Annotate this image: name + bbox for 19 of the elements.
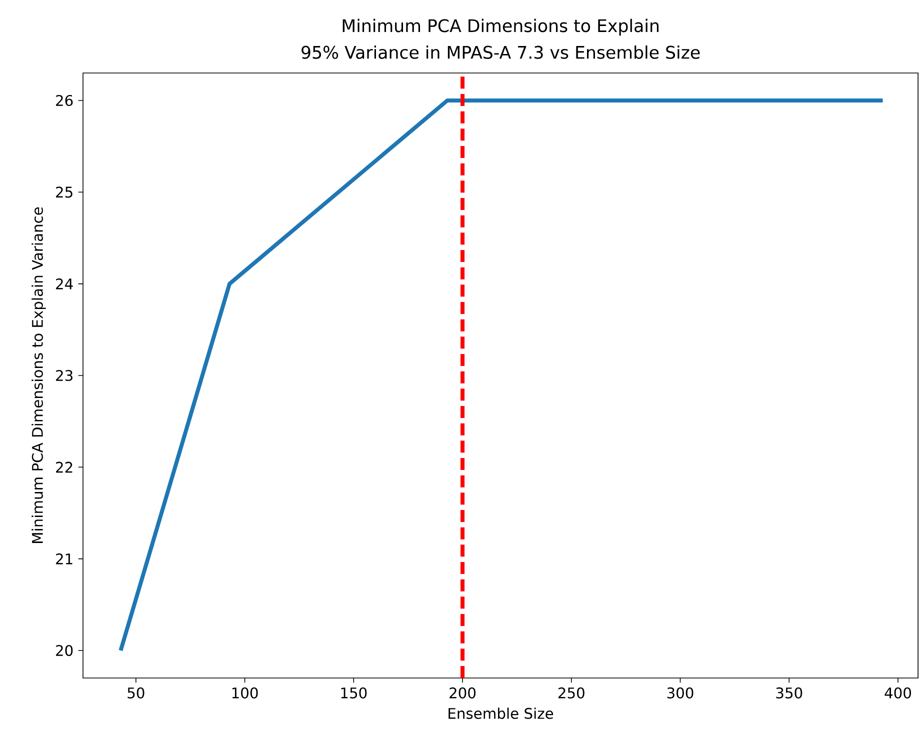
x-axis-title: Ensemble Size [448, 708, 554, 719]
y-tick-label: 20 [56, 644, 73, 656]
x-tick-label: 300 [667, 687, 694, 698]
chart-subtitle: 95% Variance in MPAS-A 7.3 vs Ensemble Size [302, 45, 700, 59]
y-tick-label: 21 [56, 553, 72, 564]
y-tick-label: 25 [56, 186, 72, 198]
x-tick-label: 200 [450, 687, 476, 698]
chart-title: Minimum PCA Dimensions to Explain [342, 18, 658, 36]
x-tick-label: 350 [776, 687, 802, 698]
x-tick-label: 250 [558, 687, 584, 698]
y-tick-label: 22 [56, 462, 72, 473]
x-tick-label: 50 [128, 687, 144, 698]
y-tick-label: 26 [56, 94, 73, 106]
x-tick-label: 100 [232, 687, 258, 698]
y-axis-title: Minimum PCA Dimensions to Explain Variance [32, 207, 46, 543]
y-tick-label: 24 [56, 278, 73, 290]
y-tick-label: 23 [56, 370, 72, 382]
x-tick-label: 150 [341, 687, 367, 698]
x-tick-label: 400 [884, 687, 911, 698]
